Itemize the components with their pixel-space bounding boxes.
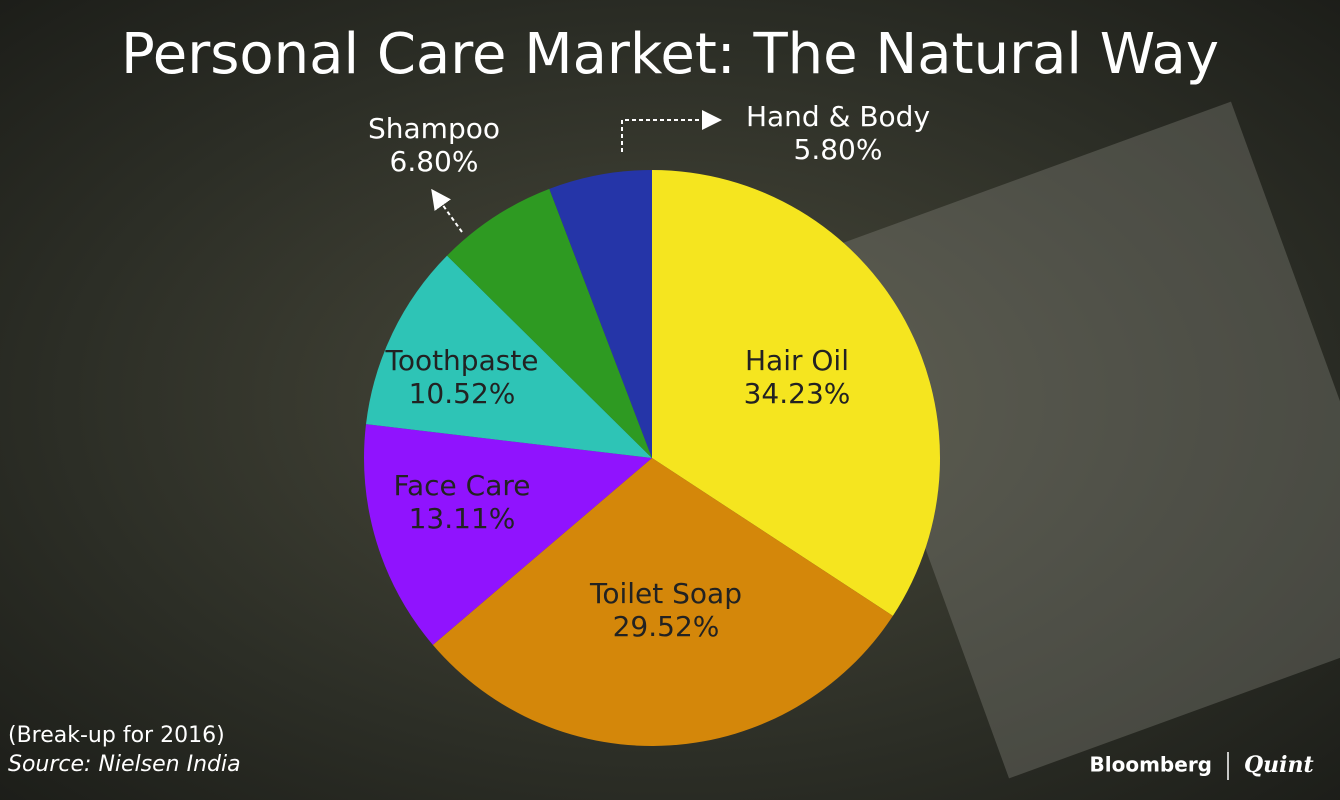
value-label: 34.23%: [744, 377, 851, 410]
slice-label: Toothpaste: [384, 344, 538, 377]
slice-label: Hair Oil: [745, 344, 849, 377]
slice-label: Toilet Soap: [589, 577, 742, 610]
slice-label: Hand & Body: [746, 100, 930, 133]
note: (Break-up for 2016): [8, 723, 225, 748]
chart-title: Personal Care Market: The Natural Way: [121, 22, 1219, 87]
pie-slice: [364, 424, 652, 645]
value-label: 10.52%: [409, 377, 516, 410]
brand: Quint: [1244, 752, 1314, 778]
background-shape: [817, 101, 1340, 779]
brand: Bloomberg: [1090, 753, 1212, 777]
pie-slice: [432, 458, 893, 747]
pie-slice: [549, 170, 652, 458]
value-label: 29.52%: [613, 610, 720, 643]
slice-label: Shampoo: [368, 112, 500, 145]
leader-arrow: [431, 188, 463, 233]
pie-slice: [447, 188, 652, 458]
value-label: 5.80%: [794, 133, 883, 166]
value-label: 6.80%: [390, 145, 479, 178]
value-label: 13.11%: [409, 502, 516, 535]
source: Source: Nielsen India: [8, 752, 241, 777]
pie-slice: [365, 255, 652, 458]
slice-label: Face Care: [393, 469, 530, 502]
leader-arrow: [621, 110, 722, 152]
pie-slice: [652, 170, 940, 616]
